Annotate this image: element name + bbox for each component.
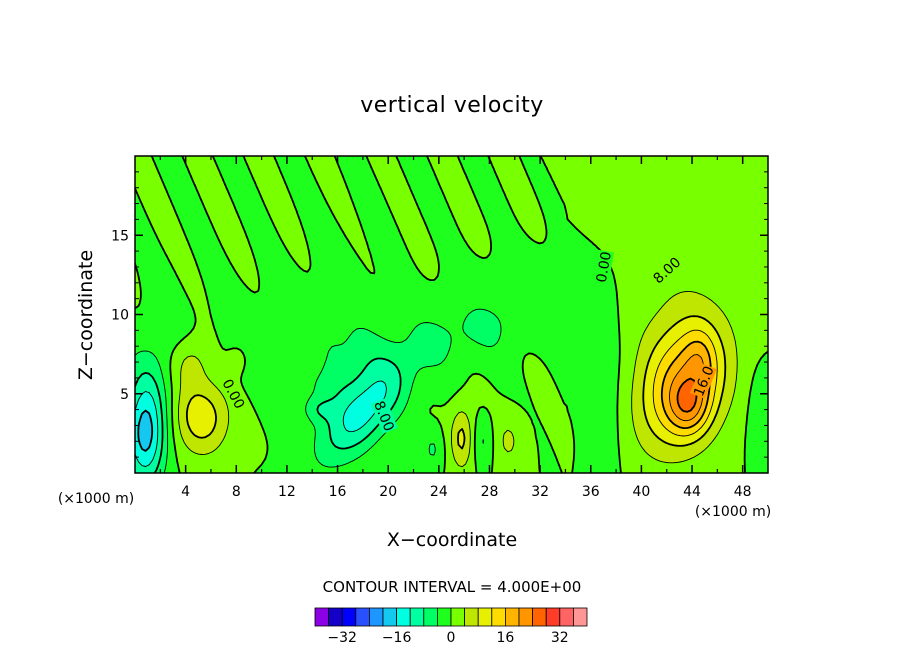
chart-title: vertical velocity [360,93,544,118]
colorbar-cell [382,607,398,627]
colorbar-tick-label: 0 [447,630,456,646]
x-tick-label: 8 [232,484,241,500]
contour-line [135,156,768,473]
x-tick-label: 48 [734,484,752,500]
colorbar-cell [396,607,411,627]
contour-line [137,409,154,452]
colorbar-cell [518,607,534,627]
x-tick-label: 32 [531,484,549,500]
colorbar-cell [559,607,574,627]
colorbar-cell [573,607,588,627]
y-tick-label: 15 [111,228,129,244]
colorbar-tick-label: −32 [327,630,357,646]
contour-label-bg [690,363,717,399]
colorbar-cell [368,607,384,627]
colorbar-tick-label: 32 [551,630,569,646]
colorbar-tick-label: 16 [496,630,514,646]
contour-line [186,315,727,450]
contour-line [178,291,738,468]
colorbar: −32 −16 0 16 32 [314,607,588,646]
contour-line [135,308,502,473]
x-axis-label: X−coordinate [387,529,517,551]
colorbar-cell [436,607,452,627]
x-tick-label: 44 [683,484,701,500]
colorbar-cell [532,607,547,627]
contour-label: 0.00 [594,250,615,283]
colorbar-cell [464,607,479,627]
colorbar-cell [450,607,466,627]
colorbar-tick-label: −16 [382,630,412,646]
colorbar-cell [314,607,330,627]
x-tick-label: 40 [632,484,650,500]
colorbar-cell [328,607,343,627]
colorbar-cell [341,607,357,627]
contour-label-bg [592,249,615,285]
x-tick-label: 16 [329,484,347,500]
y-tick-label: 5 [120,387,129,403]
contour-line [652,329,718,437]
colorbar-cell [545,607,561,627]
contour-label-bg [370,398,398,434]
x-tick-label: 4 [181,484,190,500]
colorbar-cell [409,607,425,627]
x-tick-label: 24 [430,484,448,500]
y-axis-ticks: 5 10 15 [111,171,768,458]
velocity-field-raster [135,156,768,473]
x-axis-ticks: 4 8 12 16 20 24 28 32 36 40 44 48 [159,156,752,500]
x-unit-left: (×1000 m) [58,491,134,507]
x-tick-label: 12 [278,484,296,500]
colorbar-cell [355,607,370,627]
colorbar-cell [477,607,493,627]
x-tick-label: 20 [379,484,397,500]
x-tick-label: 28 [481,484,499,500]
contour-label-bg [219,375,249,412]
colorbar-cell [504,607,520,627]
x-tick-label: 36 [582,484,600,500]
y-axis-label: Z−coordinate [75,250,97,380]
contour-field [135,156,768,473]
colorbar-cell [423,607,438,627]
colorbar-cell [491,607,506,627]
x-unit-right: (×1000 m) [695,504,771,520]
contour-label-bg [649,253,684,287]
contour-interval-text: CONTOUR INTERVAL = 4.000E+00 [323,578,582,596]
y-tick-label: 10 [111,308,129,324]
